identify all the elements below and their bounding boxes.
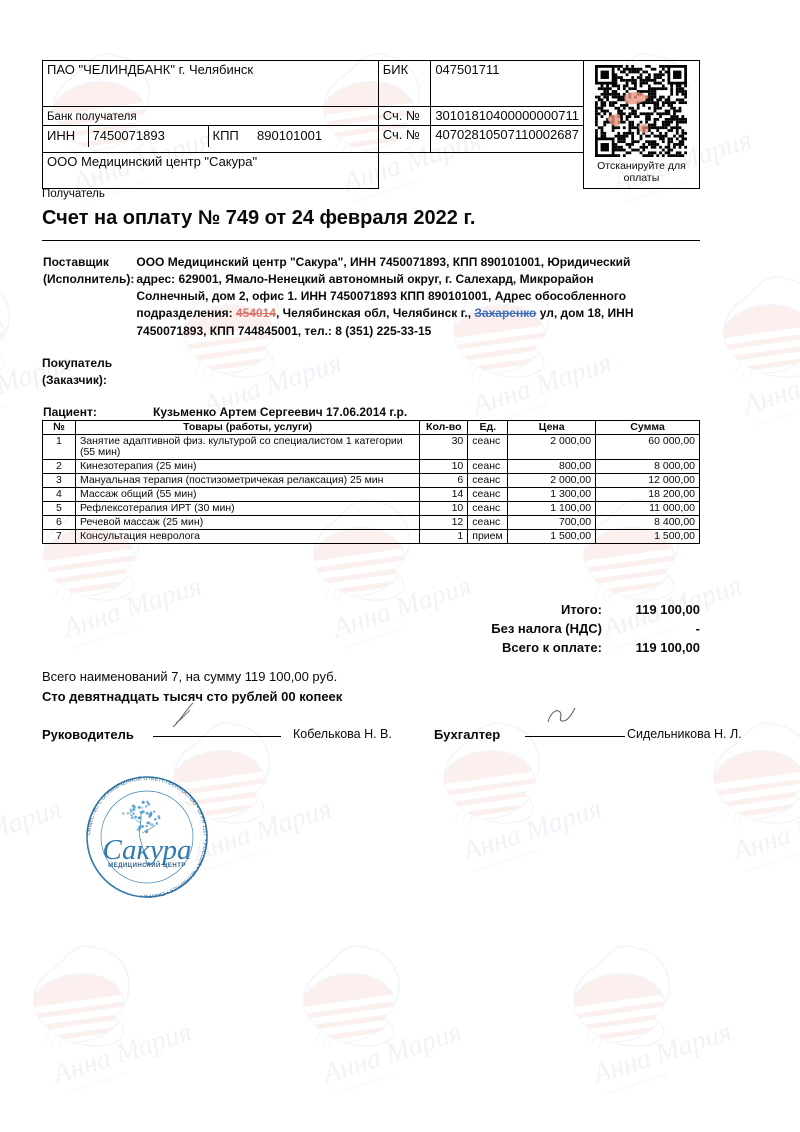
svg-text:ОБЩЕСТВО С ОГРАНИЧЕННОЙ ОТВЕТС: ОБЩЕСТВО С ОГРАНИЧЕННОЙ ОТВЕТСТВЕННОСТЬЮ… <box>67 757 208 837</box>
svg-text:Сакура: Сакура <box>102 834 191 866</box>
